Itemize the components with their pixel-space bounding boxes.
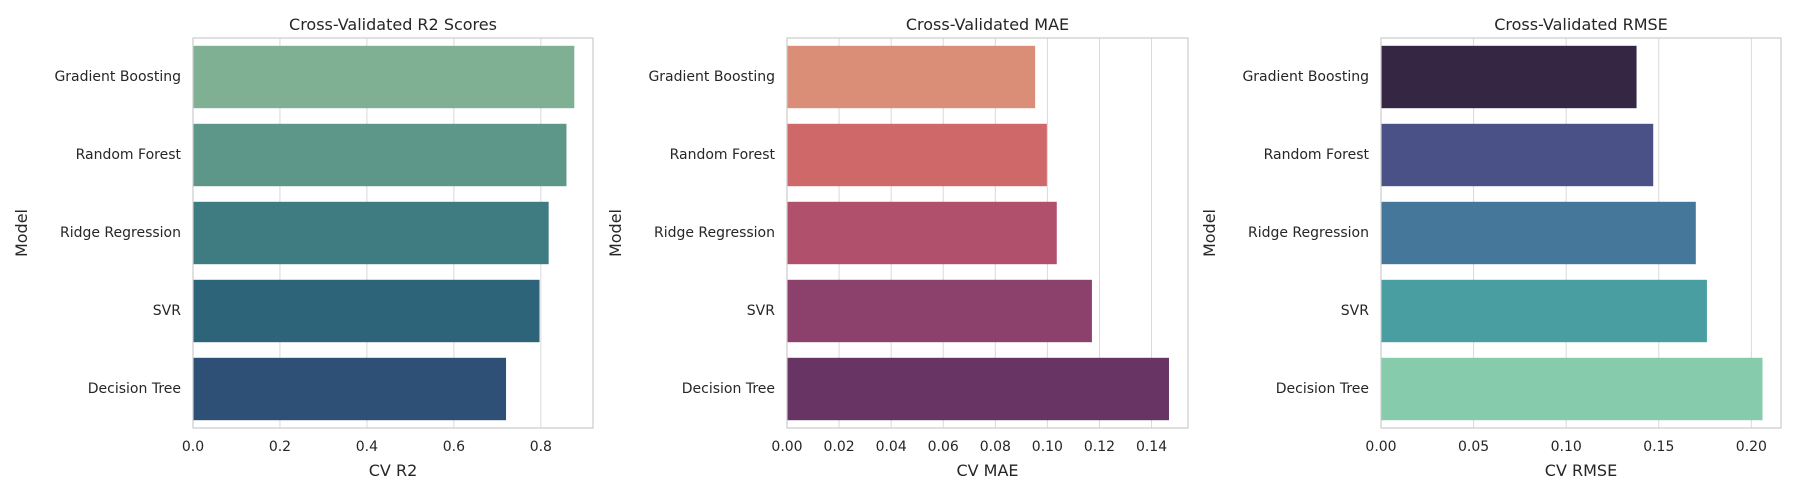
r2-x-tick-label: 0.4: [356, 439, 378, 455]
r2-bar-random-forest: [193, 123, 567, 187]
mae-plot-frame: [786, 37, 1189, 429]
r2-y-tick-label: Random Forest: [76, 147, 182, 163]
mae-y-tick-label: Ridge Regression: [654, 225, 775, 241]
rmse-y-tick-label: Decision Tree: [1276, 381, 1369, 397]
r2-y-tick-label: SVR: [153, 303, 181, 319]
r2-x-ticks: 0.0 0.2 0.4 0.6 0.8: [182, 439, 552, 455]
rmse-chart-title: Cross-Validated RMSE: [1494, 15, 1668, 34]
rmse-bar-ridge-regression: [1381, 201, 1696, 265]
r2-x-tick-label: 0.8: [530, 439, 552, 455]
rmse-bar-decision-tree: [1381, 357, 1763, 421]
r2-bars: [193, 45, 575, 421]
r2-bar-ridge-regression: [193, 201, 549, 265]
r2-y-tick-label: Gradient Boosting: [54, 69, 181, 85]
rmse-x-tick-label: 0.00: [1365, 439, 1396, 455]
r2-y-axis-label: Model: [12, 209, 31, 257]
mae-x-ticks: 0.00 0.02 0.04 0.06 0.08 0.10 0.12 0.14: [771, 439, 1167, 455]
mae-x-tick-label: 0.06: [928, 439, 959, 455]
mae-chart-panel: Gradient Boosting Random Forest Ridge Regr…: [606, 15, 1189, 480]
rmse-chart-panel: Gradient Boosting Random Forest Ridge Regr…: [1200, 15, 1782, 480]
rmse-x-ticks: 0.00 0.05 0.10 0.15 0.20: [1365, 439, 1767, 455]
mae-chart-title: Cross-Validated MAE: [906, 15, 1069, 34]
mae-y-tick-label: Gradient Boosting: [648, 69, 775, 85]
r2-bar-decision-tree: [193, 357, 507, 421]
mae-x-tick-label: 0.12: [1084, 439, 1115, 455]
r2-plot-frame: [192, 37, 594, 429]
mae-x-tick-label: 0.08: [980, 439, 1011, 455]
r2-bar-gradient-boosting: [193, 45, 575, 109]
rmse-y-tick-label: Ridge Regression: [1248, 225, 1369, 241]
mae-bar-svr: [787, 279, 1092, 343]
mae-x-tick-label: 0.04: [876, 439, 907, 455]
r2-x-tick-label: 0.2: [269, 439, 291, 455]
mae-y-tick-label: Random Forest: [670, 147, 776, 163]
r2-chart-panel: Gradient Boosting Random Forest Ridge Regr…: [12, 15, 594, 480]
mae-y-ticks: Gradient Boosting Random Forest Ridge Regr…: [648, 69, 775, 397]
mae-x-axis-label: CV MAE: [956, 461, 1018, 480]
mae-x-tick-label: 0.14: [1136, 439, 1167, 455]
r2-x-tick-label: 0.6: [443, 439, 465, 455]
mae-x-tick-label: 0.00: [771, 439, 802, 455]
r2-chart-title: Cross-Validated R2 Scores: [289, 15, 497, 34]
rmse-y-tick-label: SVR: [1341, 303, 1369, 319]
mae-x-tick-label: 0.10: [1032, 439, 1063, 455]
mae-bar-ridge-regression: [787, 201, 1057, 265]
mae-x-tick-label: 0.02: [823, 439, 854, 455]
rmse-x-axis-label: CV RMSE: [1545, 461, 1617, 480]
rmse-x-tick-label: 0.20: [1736, 439, 1767, 455]
r2-y-tick-label: Ridge Regression: [60, 225, 181, 241]
r2-x-tick-label: 0.0: [182, 439, 204, 455]
rmse-bars: [1381, 45, 1763, 421]
rmse-y-tick-label: Gradient Boosting: [1242, 69, 1369, 85]
rmse-x-tick-label: 0.15: [1643, 439, 1674, 455]
r2-bar-svr: [193, 279, 540, 343]
rmse-x-tick-label: 0.10: [1551, 439, 1582, 455]
rmse-y-ticks: Gradient Boosting Random Forest Ridge Regr…: [1242, 69, 1369, 397]
mae-y-axis-label: Model: [606, 209, 625, 257]
r2-y-ticks: Gradient Boosting Random Forest Ridge Regr…: [54, 69, 181, 397]
r2-y-tick-label: Decision Tree: [88, 381, 181, 397]
mae-bar-decision-tree: [787, 357, 1169, 421]
mae-bar-random-forest: [787, 123, 1047, 187]
rmse-y-axis-label: Model: [1200, 209, 1219, 257]
rmse-plot-frame: [1380, 37, 1782, 429]
mae-y-tick-label: Decision Tree: [682, 381, 775, 397]
rmse-bar-svr: [1381, 279, 1707, 343]
rmse-bar-random-forest: [1381, 123, 1654, 187]
mae-y-tick-label: SVR: [747, 303, 775, 319]
mae-bars: [787, 45, 1169, 421]
r2-x-axis-label: CV R2: [369, 461, 418, 480]
rmse-y-tick-label: Random Forest: [1264, 147, 1370, 163]
mae-bar-gradient-boosting: [787, 45, 1036, 109]
rmse-x-tick-label: 0.05: [1458, 439, 1489, 455]
rmse-bar-gradient-boosting: [1381, 45, 1637, 109]
